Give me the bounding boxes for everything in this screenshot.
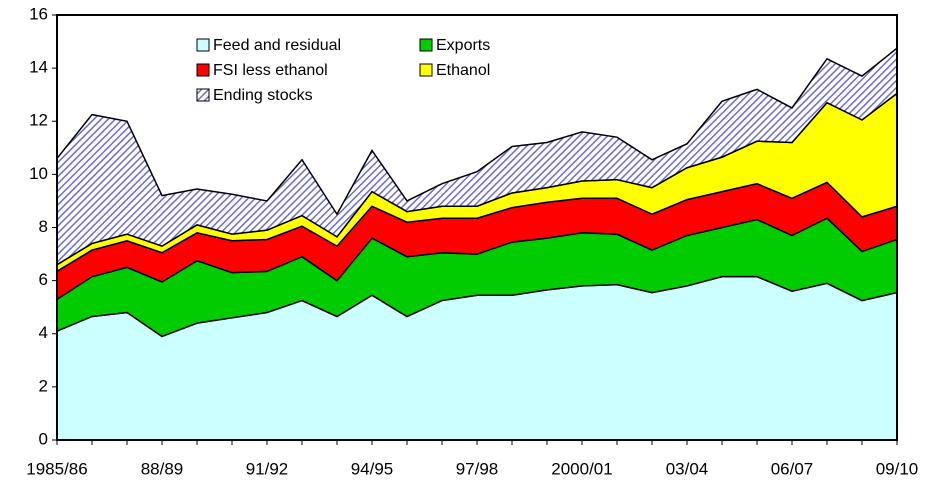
legend-swatch: [196, 38, 210, 52]
y-tick-label: 10: [29, 164, 48, 183]
x-tick-label: 06/07: [771, 459, 814, 478]
legend-swatch: [419, 63, 433, 77]
y-tick-label: 0: [39, 429, 48, 448]
y-tick-label: 2: [39, 376, 48, 395]
legend-label: Feed and residual: [213, 37, 341, 54]
y-tick-label: 16: [29, 4, 48, 23]
x-tick-label: 2000/01: [551, 459, 612, 478]
x-tick-label: 03/04: [666, 459, 709, 478]
x-tick-label: 09/10: [876, 459, 919, 478]
legend-swatch: [196, 88, 210, 102]
y-tick-label: 12: [29, 111, 48, 130]
x-tick-label: 91/92: [246, 459, 289, 478]
y-tick-label: 4: [39, 323, 48, 342]
x-tick-label: 94/95: [351, 459, 394, 478]
legend-swatch: [419, 38, 433, 52]
legend-label: FSI less ethanol: [213, 62, 328, 79]
legend-label: Ethanol: [436, 62, 490, 79]
y-tick-label: 14: [29, 58, 48, 77]
x-tick-label: 97/98: [456, 459, 499, 478]
y-tick-label: 8: [39, 217, 48, 236]
x-tick-label: 88/89: [141, 459, 184, 478]
legend-swatch: [196, 63, 210, 77]
x-tick-label: 1985/86: [26, 459, 87, 478]
legend-label: Exports: [436, 37, 490, 54]
legend-label: Ending stocks: [213, 87, 313, 104]
y-tick-label: 6: [39, 270, 48, 289]
